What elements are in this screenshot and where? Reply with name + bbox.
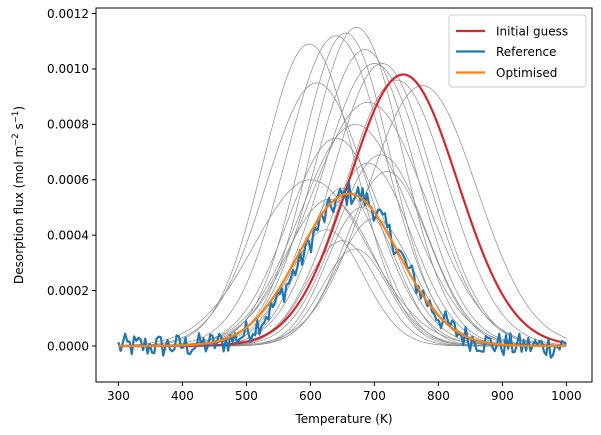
x-tick-label: 800: [427, 389, 450, 403]
legend-box: [448, 14, 587, 88]
y-tick-label: 0.0012: [47, 7, 89, 21]
x-axis-label: Temperature (K): [294, 412, 392, 426]
legend: Initial guess Reference Optimised: [448, 14, 587, 88]
y-tick-label: 0.0004: [47, 228, 89, 242]
x-tick-label: 1000: [551, 389, 582, 403]
y-axis-label-prefix: Desorption flux (mol m: [12, 146, 26, 284]
x-axis-ticks: 300 400 500 600 700 800 900 1000: [107, 382, 582, 403]
y-tick-label: 0.0000: [47, 339, 89, 353]
plot-frame: [95, 7, 593, 383]
y-tick-label: 0.0002: [47, 284, 89, 298]
x-tick-label: 600: [299, 389, 322, 403]
y-axis-label-exp2: −1: [11, 111, 21, 124]
y-axis-label-suffix: ): [12, 106, 26, 111]
x-tick-label: 300: [107, 389, 130, 403]
y-axis-label-mid: s: [12, 123, 26, 133]
y-tick-label: 0.0008: [47, 118, 89, 132]
main-series: [117, 73, 567, 359]
legend-label-optimised: Optimised: [496, 66, 557, 80]
x-tick-label: 400: [171, 389, 194, 403]
x-tick-label: 900: [491, 389, 514, 403]
legend-label-reference: Reference: [496, 45, 556, 59]
y-axis-label: Desorption flux (mol m−2 s−1): [11, 106, 26, 284]
series-optimised: [118, 192, 566, 348]
x-tick-label: 500: [235, 389, 258, 403]
legend-label-initial-guess: Initial guess: [496, 25, 568, 39]
y-axis-ticks: 0.0000 0.0002 0.0004 0.0006 0.0008 0.0010 0.00…: [47, 7, 96, 353]
y-tick-label: 0.0010: [47, 62, 89, 76]
y-axis-label-exp1: −2: [11, 133, 21, 146]
x-tick-label: 700: [363, 389, 386, 403]
y-tick-label: 0.0006: [47, 173, 89, 187]
